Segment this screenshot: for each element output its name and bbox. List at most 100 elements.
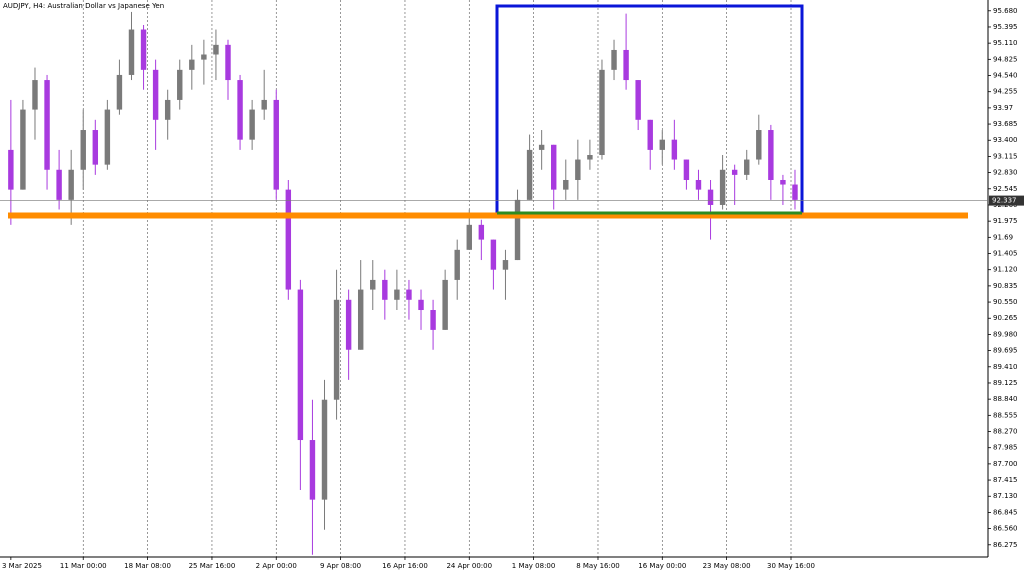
candle-body xyxy=(128,29,135,75)
x-tick-label: 8 May 16:00 xyxy=(576,562,620,570)
candle-body xyxy=(261,99,267,110)
y-tick-label: 91.69 xyxy=(993,233,1013,241)
candle-body xyxy=(647,119,653,150)
y-tick-label: 93.97 xyxy=(993,104,1013,112)
y-tick-label: 87.130 xyxy=(993,492,1018,500)
candle-body xyxy=(321,399,328,500)
y-tick-label: 90.835 xyxy=(993,282,1018,290)
candle-body xyxy=(514,199,521,261)
candle-body xyxy=(430,310,436,330)
candle-body xyxy=(466,224,472,250)
x-tick-label: 24 Apr 00:00 xyxy=(446,562,492,570)
y-tick-label: 86.845 xyxy=(993,508,1018,516)
candle-body xyxy=(285,189,292,290)
y-tick-label: 86.275 xyxy=(993,541,1018,549)
y-tick-label: 92.545 xyxy=(993,185,1018,193)
candle-body xyxy=(599,69,605,156)
y-tick-label: 88.555 xyxy=(993,411,1018,419)
chart-title: AUDJPY, H4: Australian Dollar vs Japanes… xyxy=(3,2,164,10)
y-tick-label: 87.985 xyxy=(993,444,1018,452)
candle-body xyxy=(189,59,195,70)
candle-body xyxy=(768,130,774,180)
candles xyxy=(8,11,798,555)
candle-body xyxy=(20,109,26,190)
y-tick-label: 93.400 xyxy=(993,136,1018,144)
candle-body xyxy=(526,149,533,200)
y-tick-label: 90.550 xyxy=(993,298,1018,306)
candle-body xyxy=(32,80,38,110)
candle-body xyxy=(490,239,497,270)
candle-body xyxy=(731,169,738,175)
candle-body xyxy=(683,159,690,180)
y-tick-label: 88.840 xyxy=(993,395,1018,403)
candle-body xyxy=(418,299,424,311)
y-tick-label: 91.975 xyxy=(993,217,1018,225)
y-tick-label: 93.115 xyxy=(993,152,1018,160)
candle-body xyxy=(394,289,400,300)
candle-body xyxy=(249,109,255,140)
y-tick-label: 87.700 xyxy=(993,460,1018,468)
candle-body xyxy=(551,144,557,190)
last-price-box xyxy=(989,195,1024,206)
candle-body xyxy=(164,99,171,120)
y-tick-label: 95.395 xyxy=(993,23,1018,31)
candle-body xyxy=(538,144,545,150)
x-tick-label: 16 Apr 16:00 xyxy=(382,562,428,570)
candle-body xyxy=(454,249,460,280)
candle-body xyxy=(744,159,750,175)
y-tick-label: 95.110 xyxy=(993,39,1018,47)
y-tick-label: 95.680 xyxy=(993,7,1018,15)
candle-body xyxy=(792,184,798,200)
candle-body xyxy=(635,80,641,120)
candle-body xyxy=(756,130,762,160)
y-tick-label: 90.265 xyxy=(993,314,1018,322)
x-tick-label: 2 Apr 00:00 xyxy=(256,562,297,570)
candle-body xyxy=(671,139,678,160)
candle-body xyxy=(213,44,219,55)
y-tick-label: 93.685 xyxy=(993,120,1018,128)
candle-body xyxy=(719,169,726,205)
candle-body xyxy=(68,169,74,200)
candle-body xyxy=(80,130,86,170)
candle-body xyxy=(370,279,376,290)
last-price-label: 92.337 xyxy=(992,197,1017,205)
candle-body xyxy=(273,99,279,190)
y-tick-label: 86.560 xyxy=(993,525,1018,533)
candle-body xyxy=(297,289,304,441)
x-tick-label: 23 May 08:00 xyxy=(703,562,751,570)
x-tick-label: 30 May 16:00 xyxy=(767,562,815,570)
y-tick-label: 88.270 xyxy=(993,428,1018,436)
candle-body xyxy=(8,149,14,190)
candle-body xyxy=(201,54,207,60)
y-tick-label: 87.415 xyxy=(993,476,1018,484)
candle-body xyxy=(345,299,352,350)
candle-body xyxy=(92,130,99,165)
y-tick-label: 89.980 xyxy=(993,330,1018,338)
y-tick-label: 89.125 xyxy=(993,379,1018,387)
candle-body xyxy=(611,49,617,70)
candle-body xyxy=(587,155,593,160)
candle-body xyxy=(659,139,665,150)
candle-body xyxy=(56,169,62,200)
candle-body xyxy=(237,80,243,140)
x-tick-label: 18 Mar 08:00 xyxy=(124,562,171,570)
candle-body xyxy=(563,179,569,190)
x-tick-label: 9 Apr 08:00 xyxy=(320,562,361,570)
candle-body xyxy=(309,440,316,500)
candle-body xyxy=(44,80,50,170)
candle-body xyxy=(177,69,183,100)
y-tick-label: 91.405 xyxy=(993,250,1018,258)
candle-body xyxy=(623,49,629,81)
y-tick-label: 94.540 xyxy=(993,72,1018,80)
x-tick-label: 16 May 00:00 xyxy=(638,562,686,570)
y-tick-label: 91.120 xyxy=(993,266,1018,274)
candle-body xyxy=(780,179,786,185)
x-tick-label: 11 Mar 00:00 xyxy=(60,562,107,570)
candle-body xyxy=(225,44,231,81)
candle-body xyxy=(357,289,364,350)
x-tick-label: 25 Mar 16:00 xyxy=(189,562,236,570)
candle-body xyxy=(478,224,485,240)
